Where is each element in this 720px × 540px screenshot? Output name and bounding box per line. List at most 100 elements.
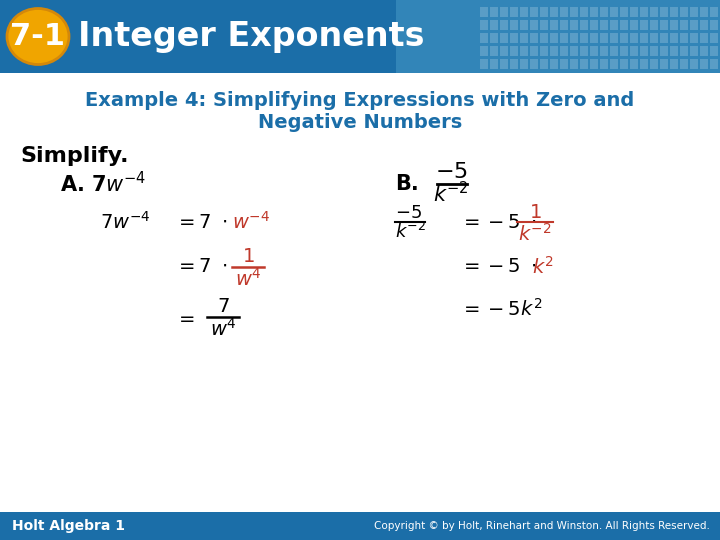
Bar <box>620 59 628 69</box>
Bar <box>590 7 598 17</box>
Bar <box>620 46 628 56</box>
Bar <box>620 20 628 30</box>
Bar <box>640 46 648 56</box>
Bar <box>710 59 718 69</box>
Text: $7$: $7$ <box>217 296 230 315</box>
Bar <box>650 7 658 17</box>
Bar <box>580 33 588 43</box>
Bar <box>700 7 708 17</box>
Bar <box>620 7 628 17</box>
Bar <box>650 20 658 30</box>
Bar <box>710 20 718 30</box>
Text: $7w^{-4}$: $7w^{-4}$ <box>100 211 150 233</box>
Bar <box>490 46 498 56</box>
Text: $= -5\ \cdot$: $= -5\ \cdot$ <box>460 213 536 232</box>
Bar <box>0 0 720 73</box>
Bar <box>670 20 678 30</box>
Bar <box>660 20 668 30</box>
Text: $k^{-2}$: $k^{-2}$ <box>433 181 469 207</box>
Bar <box>670 46 678 56</box>
Bar <box>700 46 708 56</box>
Bar <box>520 33 528 43</box>
Text: $w^{-4}$: $w^{-4}$ <box>232 211 270 233</box>
Bar <box>530 59 538 69</box>
Text: Simplify.: Simplify. <box>20 146 128 166</box>
Text: Copyright © by Holt, Rinehart and Winston. All Rights Reserved.: Copyright © by Holt, Rinehart and Winsto… <box>374 521 710 531</box>
Text: $k^{-2}$: $k^{-2}$ <box>518 223 552 245</box>
Bar <box>700 33 708 43</box>
Bar <box>570 46 578 56</box>
Bar <box>560 59 568 69</box>
Bar <box>500 59 508 69</box>
Bar <box>650 59 658 69</box>
Text: $1$: $1$ <box>528 202 541 221</box>
Text: $k^{-2}$: $k^{-2}$ <box>395 222 426 242</box>
Bar <box>640 20 648 30</box>
Bar <box>680 46 688 56</box>
Bar <box>560 33 568 43</box>
Bar <box>480 33 488 43</box>
Bar <box>480 20 488 30</box>
Bar <box>490 59 498 69</box>
Bar <box>630 7 638 17</box>
Bar <box>396 0 720 73</box>
Bar <box>680 33 688 43</box>
Bar <box>540 20 548 30</box>
Text: Example 4: Simplifying Expressions with Zero and: Example 4: Simplifying Expressions with … <box>86 91 634 111</box>
Bar <box>500 33 508 43</box>
Bar <box>480 46 488 56</box>
Bar <box>610 33 618 43</box>
Bar <box>520 20 528 30</box>
Bar <box>530 7 538 17</box>
Bar <box>500 20 508 30</box>
Bar <box>550 20 558 30</box>
Bar <box>570 59 578 69</box>
Bar <box>550 33 558 43</box>
Bar <box>560 46 568 56</box>
Bar <box>530 20 538 30</box>
Bar <box>630 33 638 43</box>
Bar <box>570 7 578 17</box>
Text: $-5$: $-5$ <box>395 204 422 222</box>
Bar <box>520 59 528 69</box>
Bar <box>520 46 528 56</box>
Bar <box>500 46 508 56</box>
Bar <box>640 33 648 43</box>
Bar <box>560 20 568 30</box>
Bar <box>630 20 638 30</box>
Bar <box>690 20 698 30</box>
Bar <box>630 59 638 69</box>
Bar <box>530 46 538 56</box>
Text: $=$: $=$ <box>175 307 195 327</box>
Bar <box>550 7 558 17</box>
Bar <box>690 46 698 56</box>
Bar <box>570 33 578 43</box>
Text: B.: B. <box>395 174 419 194</box>
Text: Negative Numbers: Negative Numbers <box>258 113 462 132</box>
Bar <box>680 59 688 69</box>
Bar <box>670 59 678 69</box>
Bar <box>530 33 538 43</box>
Text: $= -5\ \cdot$: $= -5\ \cdot$ <box>460 258 536 276</box>
Bar <box>490 33 498 43</box>
Bar <box>690 33 698 43</box>
Bar <box>480 7 488 17</box>
Text: $-5$: $-5$ <box>435 162 467 182</box>
Bar <box>580 59 588 69</box>
Bar <box>510 46 518 56</box>
Bar <box>690 59 698 69</box>
Text: Integer Exponents: Integer Exponents <box>78 20 425 53</box>
Bar <box>590 46 598 56</box>
Bar <box>700 20 708 30</box>
Bar <box>510 33 518 43</box>
Bar <box>610 7 618 17</box>
Bar <box>620 33 628 43</box>
Text: $= 7\ \cdot$: $= 7\ \cdot$ <box>175 213 228 232</box>
Bar <box>660 33 668 43</box>
Bar <box>540 59 548 69</box>
Bar <box>490 7 498 17</box>
Bar <box>690 7 698 17</box>
Bar <box>640 59 648 69</box>
Text: A. $\mathbf{7}$$\mathbf{\mathit{w}}^{-4}$: A. $\mathbf{7}$$\mathbf{\mathit{w}}^{-4}… <box>60 171 146 197</box>
Bar <box>660 59 668 69</box>
